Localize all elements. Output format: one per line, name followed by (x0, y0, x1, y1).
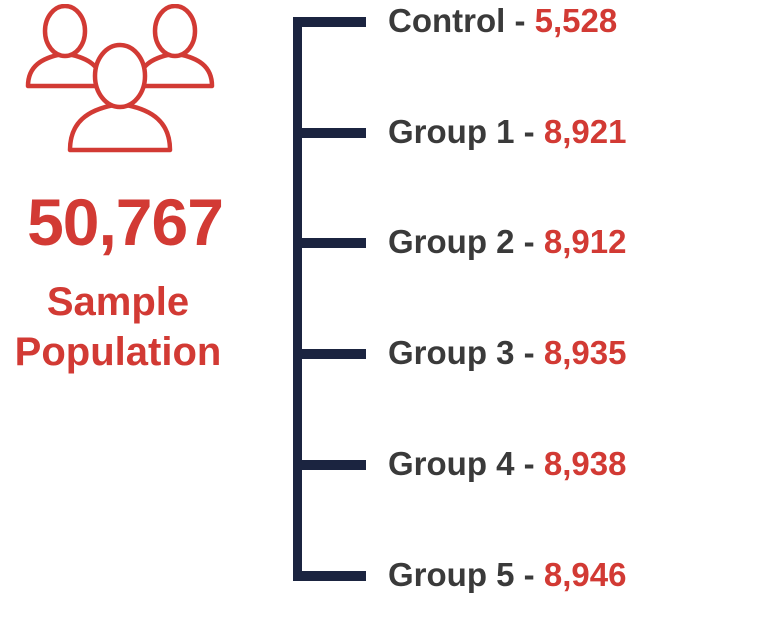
group-separator: - (514, 445, 544, 482)
bracket-tick (293, 17, 366, 27)
bracket-tick (293, 238, 366, 248)
sample-population-total: 50,767 (27, 185, 224, 259)
group-name: Group 3 (388, 334, 515, 371)
group-name: Group 1 (388, 113, 515, 150)
group-row: Group 2 - 8,912 (388, 222, 626, 262)
group-row: Group 1 - 8,921 (388, 112, 626, 152)
group-row: Group 5 - 8,946 (388, 555, 626, 595)
group-count: 5,528 (534, 2, 618, 39)
sample-population-caption-line1: Sample (46, 280, 190, 324)
bracket-tick (293, 349, 366, 359)
person-front-icon (67, 42, 173, 153)
group-separator: - (514, 334, 544, 371)
group-count: 8,921 (543, 113, 627, 150)
bracket-tick (293, 460, 366, 470)
group-separator: - (505, 2, 535, 39)
person-left-icon (25, 4, 105, 89)
group-row: Group 4 - 8,938 (388, 444, 626, 484)
group-count: 8,946 (543, 556, 627, 593)
group-separator: - (514, 556, 544, 593)
group-row: Control - 5,528 (388, 1, 617, 41)
group-name: Group 2 (388, 223, 515, 260)
group-name: Group 5 (388, 556, 515, 593)
bracket-spine (293, 17, 302, 581)
group-separator: - (514, 113, 544, 150)
bracket-tick (293, 128, 366, 138)
group-count: 8,912 (543, 223, 627, 260)
group-name: Group 4 (388, 445, 515, 482)
group-count: 8,935 (543, 334, 627, 371)
sample-population-caption-line2: Population (14, 330, 222, 374)
bracket-tick (293, 571, 366, 581)
group-row: Group 3 - 8,935 (388, 333, 626, 373)
person-right-icon (135, 4, 215, 89)
group-name: Control (388, 2, 506, 39)
people-group-icon (25, 4, 215, 153)
group-separator: - (514, 223, 544, 260)
group-count: 8,938 (543, 445, 627, 482)
